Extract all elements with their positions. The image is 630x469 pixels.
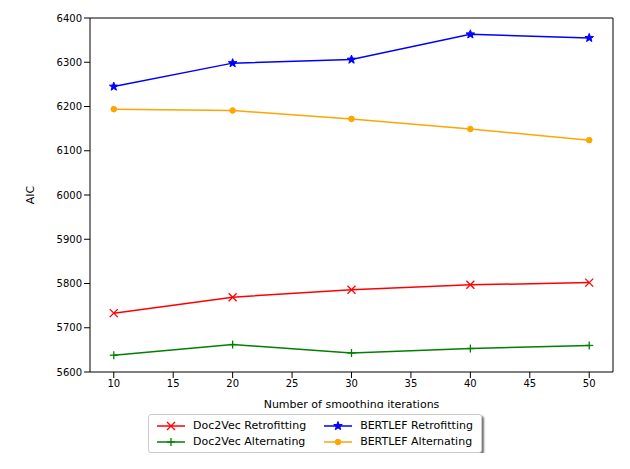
svg-text:5600: 5600 — [57, 367, 82, 378]
html-text:Doc2Vec Alternating: Doc2Vec Alternating — [193, 435, 306, 448]
svg-text:10: 10 — [107, 378, 120, 389]
svg-text:45: 45 — [523, 378, 536, 389]
svg-text:6400: 6400 — [57, 13, 82, 24]
svg-text:6300: 6300 — [57, 57, 82, 68]
svg-text:5700: 5700 — [57, 322, 82, 333]
svg-text:35: 35 — [405, 378, 418, 389]
svg-text:6200: 6200 — [57, 101, 82, 112]
html-text:BERTLEF Retrofitting: BERTLEF Retrofitting — [360, 419, 473, 432]
svg-text:6000: 6000 — [57, 190, 82, 201]
svg-text:5800: 5800 — [57, 278, 82, 289]
svg-text:Number of smoothing iterations: Number of smoothing iterations — [264, 398, 440, 408]
svg-text:AIC: AIC — [24, 185, 37, 204]
html-text:Doc2Vec Retrofitting: Doc2Vec Retrofitting — [193, 419, 307, 432]
svg-text:30: 30 — [345, 378, 358, 389]
svg-text:40: 40 — [464, 378, 477, 389]
svg-text:5900: 5900 — [57, 234, 82, 245]
html-text:BERTLEF Alternating: BERTLEF Alternating — [360, 435, 473, 448]
svg-text:50: 50 — [583, 378, 596, 389]
svg-text:6100: 6100 — [57, 145, 82, 156]
svg-text:15: 15 — [167, 378, 180, 389]
svg-text:20: 20 — [226, 378, 239, 389]
svg-text:25: 25 — [286, 378, 299, 389]
